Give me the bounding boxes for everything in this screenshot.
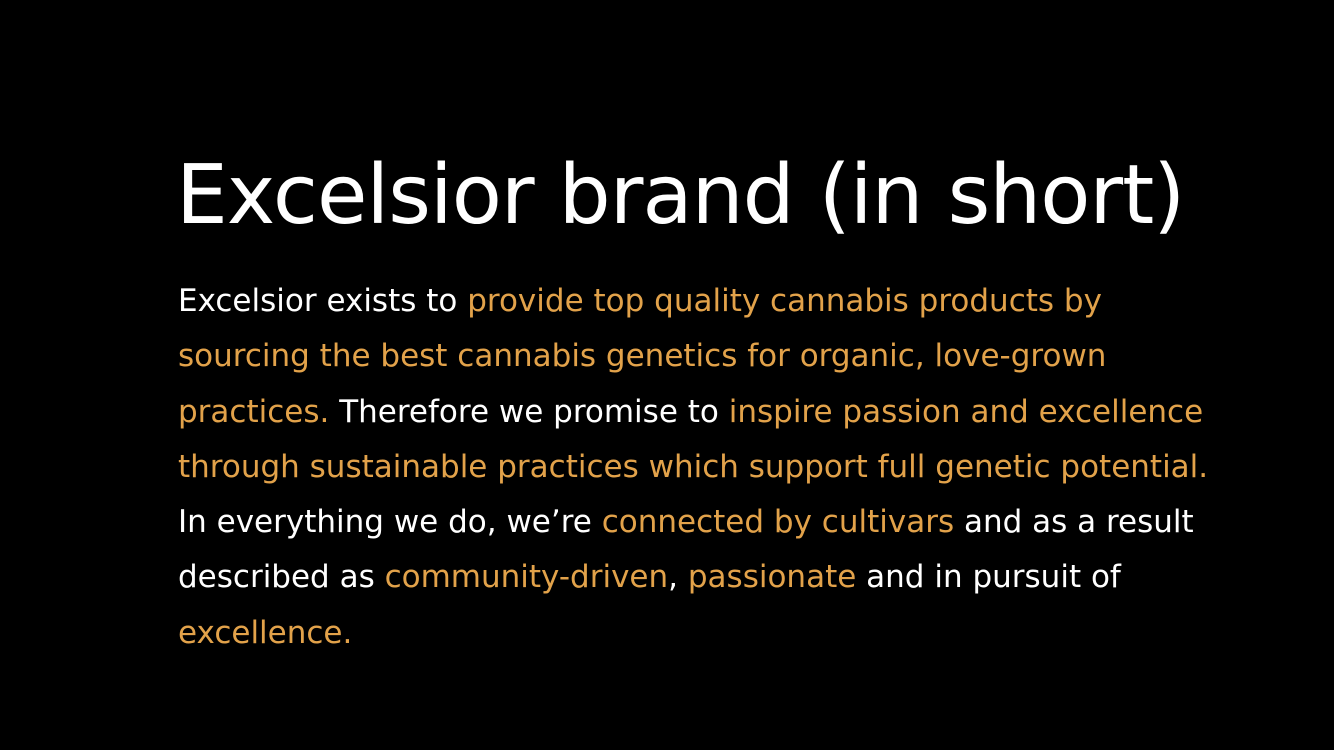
statement-text: In everything we do, we’re xyxy=(178,504,602,541)
statement-text: and in pursuit of xyxy=(856,559,1121,596)
statement-highlight: sourcing the best cannabis genetics for … xyxy=(178,338,1107,375)
statement-line: Excelsior exists to provide top quality … xyxy=(178,274,1308,329)
statement-highlight: connected by cultivars xyxy=(601,504,955,541)
statement-line: through sustainable practices which supp… xyxy=(178,440,1308,495)
statement-text: described as xyxy=(178,559,385,596)
brand-statement: Excelsior exists to provide top quality … xyxy=(178,274,1308,661)
statement-text: Excelsior exists to xyxy=(178,283,468,319)
statement-highlight: passionate xyxy=(687,559,857,596)
statement-highlight: practices. xyxy=(178,393,330,430)
statement-text: , xyxy=(668,559,688,596)
statement-line: described as community-driven, passionat… xyxy=(178,550,1308,605)
statement-text: and as a result xyxy=(954,504,1194,541)
statement-highlight: community-driven xyxy=(384,559,669,596)
statement-line: excellence. xyxy=(178,606,1308,661)
statement-highlight: excellence. xyxy=(178,614,353,651)
statement-line: sourcing the best cannabis genetics for … xyxy=(178,329,1308,384)
statement-highlight: inspire passion and excellence xyxy=(728,393,1204,430)
statement-highlight: provide top quality cannabis products by xyxy=(467,283,1102,319)
statement-line: In everything we do, we’re connected by … xyxy=(178,495,1308,550)
statement-highlight: through sustainable practices which supp… xyxy=(178,448,1209,485)
slide-title: Excelsior brand (in short) xyxy=(176,148,1185,243)
statement-line: practices. Therefore we promise to inspi… xyxy=(178,385,1308,440)
statement-text: Therefore we promise to xyxy=(329,393,729,430)
